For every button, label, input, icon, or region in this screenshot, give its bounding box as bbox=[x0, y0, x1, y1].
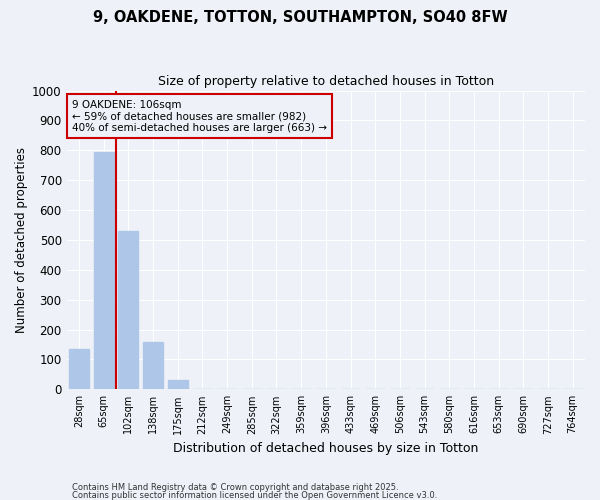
Bar bbox=[118, 231, 138, 390]
Text: 9 OAKDENE: 106sqm
← 59% of detached houses are smaller (982)
40% of semi-detache: 9 OAKDENE: 106sqm ← 59% of detached hous… bbox=[72, 100, 327, 132]
X-axis label: Distribution of detached houses by size in Totton: Distribution of detached houses by size … bbox=[173, 442, 479, 455]
Text: Contains public sector information licensed under the Open Government Licence v3: Contains public sector information licen… bbox=[72, 490, 437, 500]
Text: Contains HM Land Registry data © Crown copyright and database right 2025.: Contains HM Land Registry data © Crown c… bbox=[72, 484, 398, 492]
Title: Size of property relative to detached houses in Totton: Size of property relative to detached ho… bbox=[158, 75, 494, 88]
Bar bbox=[143, 342, 163, 390]
Bar bbox=[168, 380, 188, 390]
Y-axis label: Number of detached properties: Number of detached properties bbox=[15, 147, 28, 333]
Bar bbox=[94, 152, 113, 390]
Text: 9, OAKDENE, TOTTON, SOUTHAMPTON, SO40 8FW: 9, OAKDENE, TOTTON, SOUTHAMPTON, SO40 8F… bbox=[92, 10, 508, 25]
Bar bbox=[69, 349, 89, 390]
